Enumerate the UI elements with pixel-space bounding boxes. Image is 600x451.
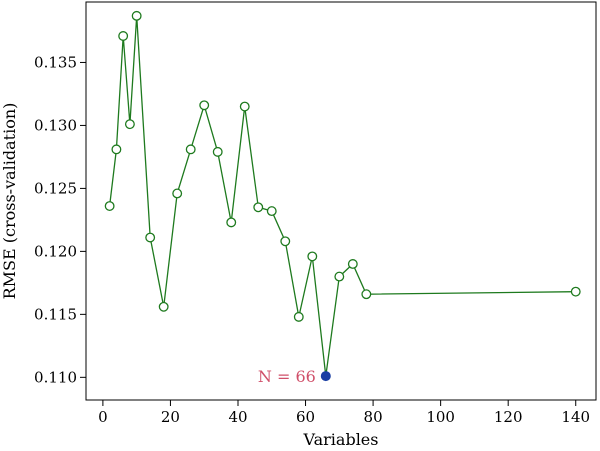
y-tick-label: 0.130 [34,116,77,134]
data-point [158,301,169,312]
series-layer: N = 66 [104,10,581,386]
x-tick-label: 80 [364,408,383,426]
x-tick-label: 140 [561,408,590,426]
data-point [253,202,264,213]
data-point [334,271,345,282]
data-point [293,311,304,322]
data-point [361,289,372,300]
data-point [307,251,318,262]
x-tick-label: 60 [296,408,315,426]
y-tick-label: 0.125 [34,179,77,197]
data-point [104,201,115,211]
x-tick-label: 40 [228,408,247,426]
data-point [280,236,291,247]
optimal-point [320,371,331,382]
y-tick-label: 0.120 [34,242,77,260]
data-point [145,232,156,243]
data-point [212,146,223,157]
plot-frame [85,1,597,401]
data-point [185,144,196,155]
y-tick-label: 0.135 [34,53,77,71]
x-axis-title: Variables [303,430,379,449]
data-point [111,144,122,155]
x-tick-label: 100 [426,408,455,426]
data-point [347,259,358,269]
data-point [131,10,142,21]
x-tick-label: 0 [98,408,108,426]
y-axis-ticks: 0.110 0.115 0.120 0.125 0.130 0.135 [34,53,86,386]
data-point [124,119,135,130]
data-point [199,100,210,111]
y-axis-title: RMSE (cross-validation) [0,103,19,300]
x-axis-ticks: 0 20 40 60 80 100 120 140 [98,400,590,426]
y-tick-label: 0.110 [34,368,77,386]
data-point [118,31,129,41]
x-tick-label: 120 [494,408,523,426]
data-point [570,286,581,297]
x-tick-label: 20 [161,408,180,426]
data-point [226,217,237,228]
data-point [239,101,250,112]
optimal-point-label: N = 66 [258,367,316,386]
data-point [172,188,183,199]
y-tick-label: 0.115 [34,305,77,323]
data-point [266,206,277,217]
